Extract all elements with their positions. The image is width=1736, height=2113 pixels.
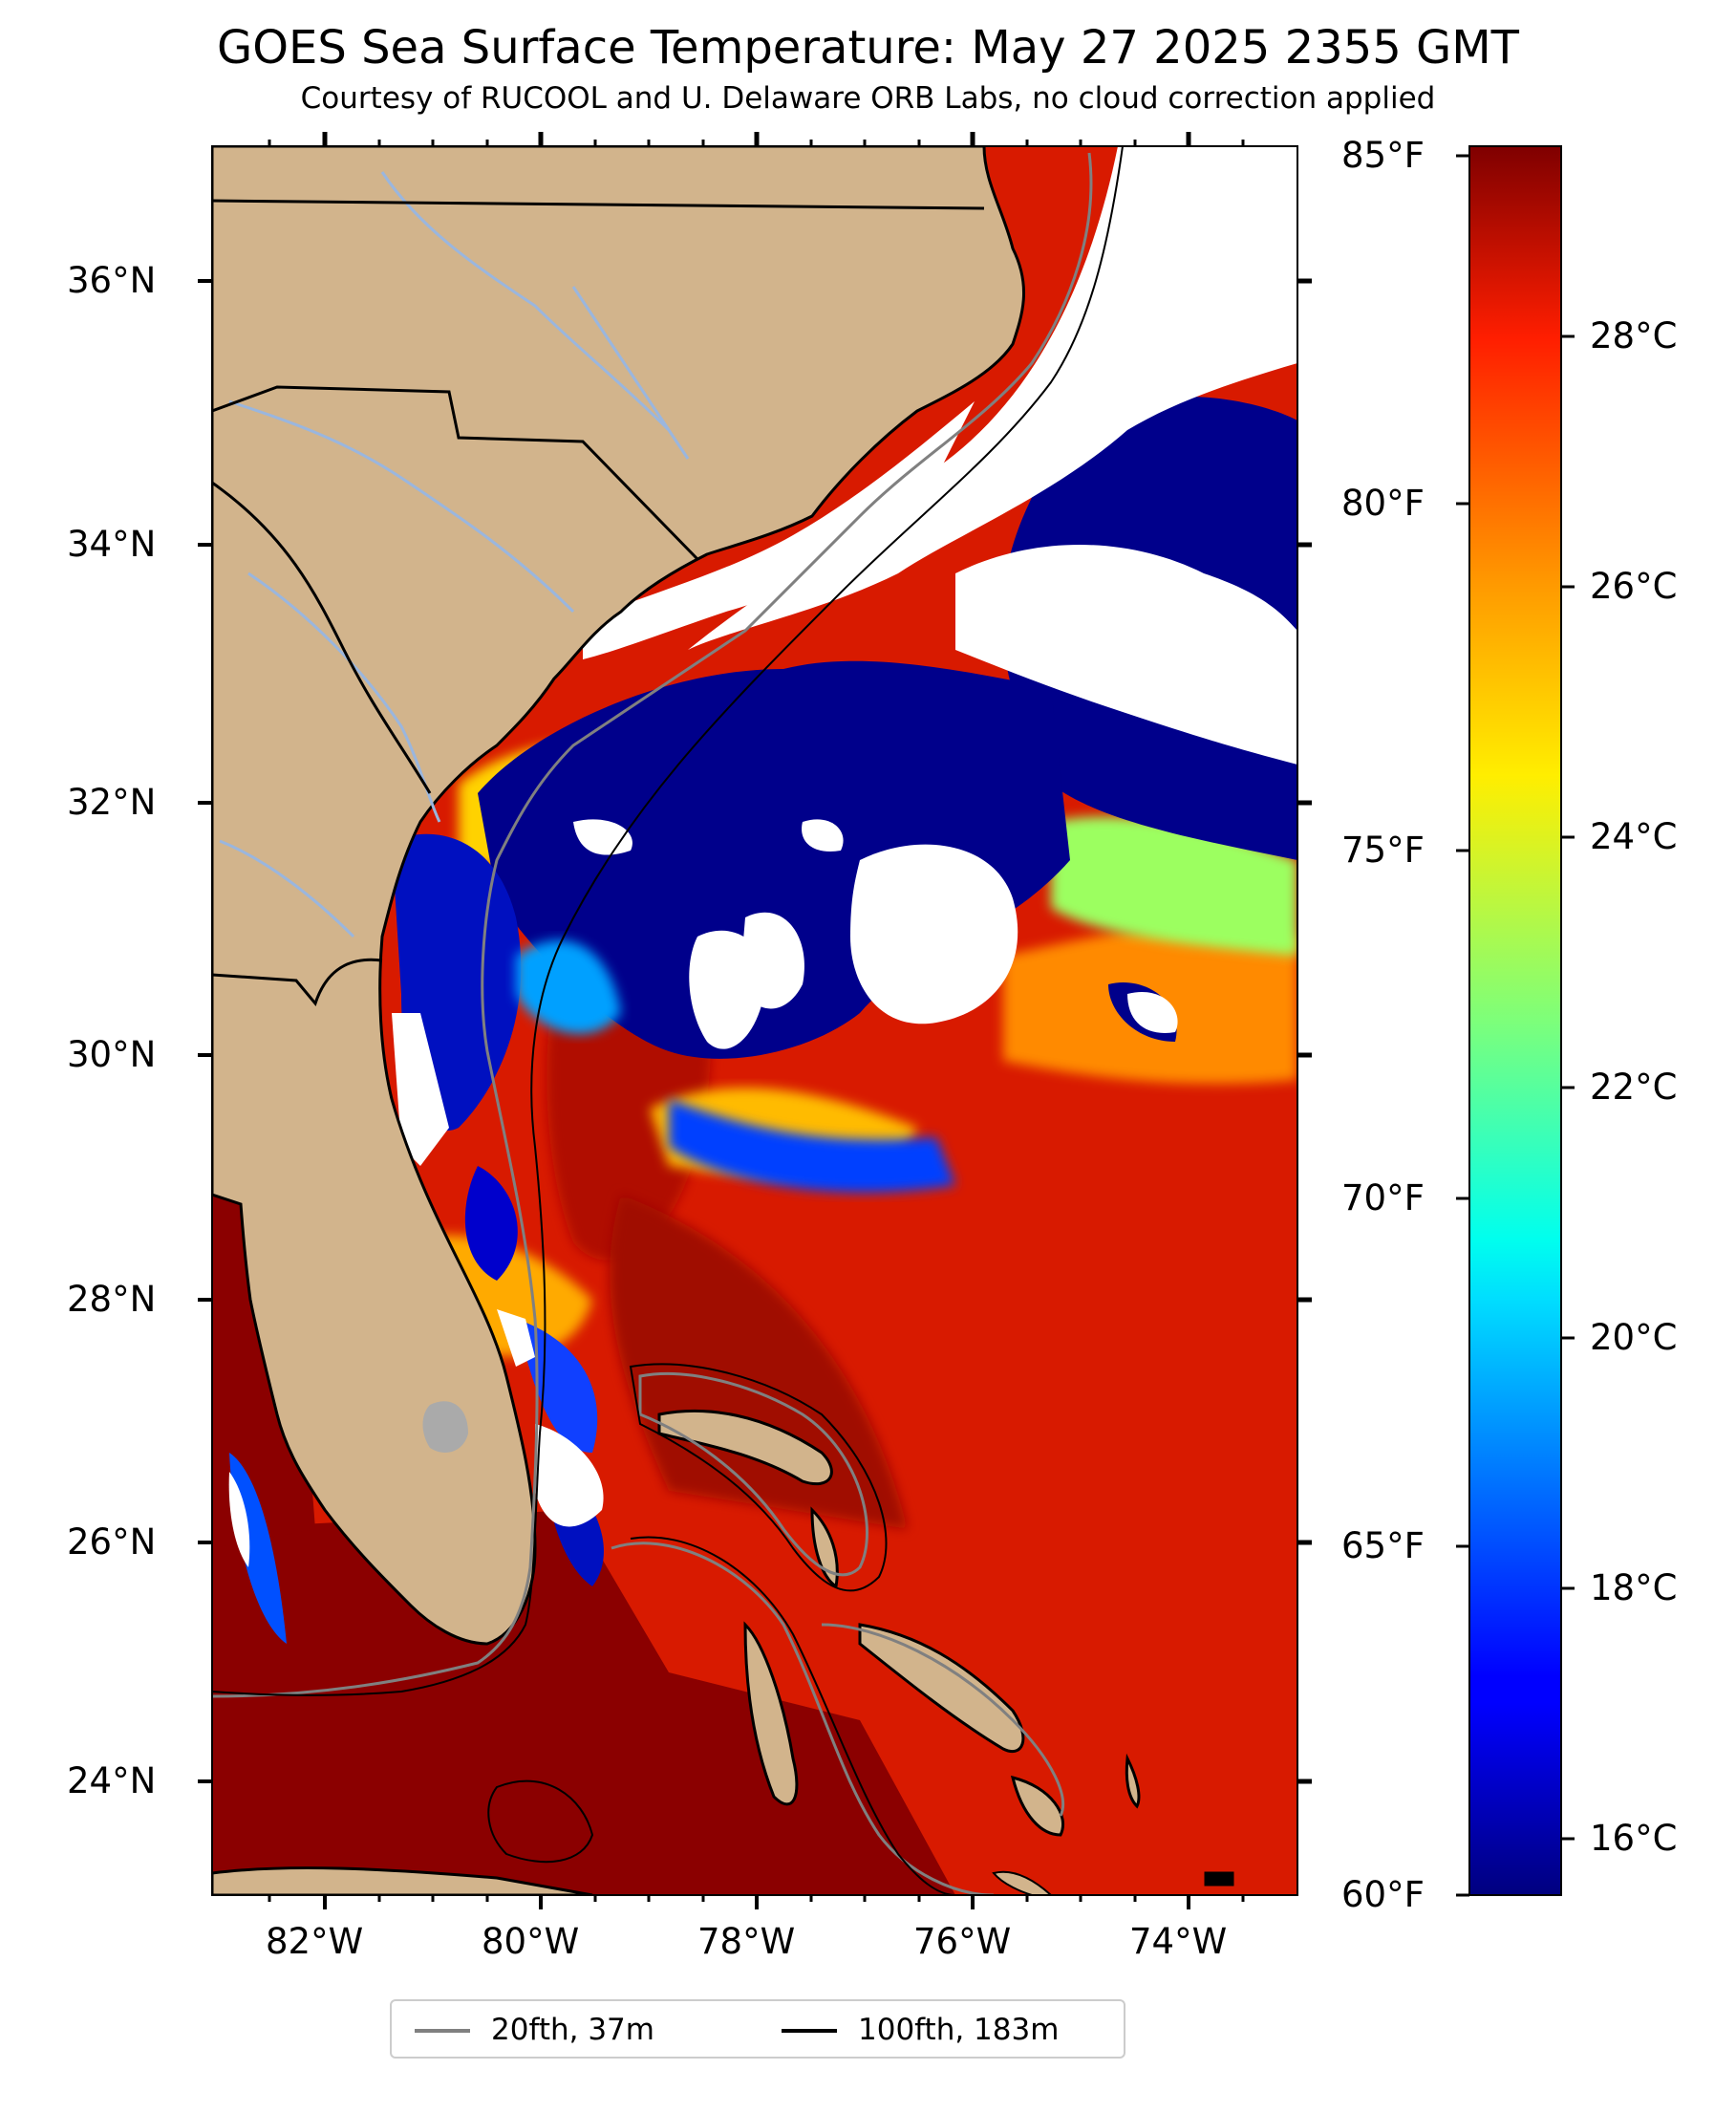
lat-label-26: 26°N xyxy=(67,1521,157,1563)
bahamas-islands xyxy=(657,1409,1234,1887)
hot-water-straits xyxy=(212,1510,955,1895)
lon-label-76: 76°W xyxy=(913,1921,1012,1962)
isobath-20fth xyxy=(212,152,1093,1895)
cb-label-22c: 22°C xyxy=(1590,1067,1678,1108)
legend-label-100fth: 100fth, 183m xyxy=(858,2013,1060,2047)
cb-label-28c: 28°C xyxy=(1590,315,1678,356)
lon-label-74: 74°W xyxy=(1129,1921,1228,1962)
cb-label-65f: 65°F xyxy=(1341,1525,1425,1566)
legend-label-20fth: 20fth, 37m xyxy=(491,2013,654,2047)
cb-label-16c: 16°C xyxy=(1590,1818,1678,1859)
cb-label-60f: 60°F xyxy=(1341,1874,1425,1915)
isobath-legend: 20fth, 37m 100fth, 183m xyxy=(390,1999,1125,2059)
cloud-hole-2 xyxy=(850,844,1018,1024)
lon-label-78: 78°W xyxy=(697,1921,796,1962)
map-area xyxy=(212,146,1297,1895)
land-southeast-us xyxy=(212,146,1025,1646)
cb-label-70f: 70°F xyxy=(1341,1177,1425,1218)
lat-label-32: 32°N xyxy=(67,782,157,823)
cb-label-18c: 18°C xyxy=(1590,1567,1678,1608)
lake-okeechobee xyxy=(422,1401,468,1453)
lat-label-36: 36°N xyxy=(67,260,157,301)
legend-swatch-gray-line xyxy=(415,2029,470,2033)
isobath-100fth xyxy=(212,146,1124,1895)
cb-label-26c: 26°C xyxy=(1590,566,1678,607)
colorbar xyxy=(1468,145,1562,1896)
lat-label-28: 28°N xyxy=(67,1279,157,1320)
cb-label-20c: 20°C xyxy=(1590,1317,1678,1358)
lat-label-34: 34°N xyxy=(67,524,157,565)
legend-swatch-black-line xyxy=(782,2029,837,2033)
cb-label-80f: 80°F xyxy=(1341,483,1425,524)
cb-label-75f: 75°F xyxy=(1341,830,1425,871)
map-subtitle: Courtesy of RUCOOL and U. Delaware ORB L… xyxy=(300,81,1436,116)
axis-ticks xyxy=(198,132,1312,1909)
lon-label-80: 80°W xyxy=(482,1921,580,1962)
cloud-near-palm-beach xyxy=(535,1424,604,1527)
lat-label-24: 24°N xyxy=(67,1760,157,1801)
cb-label-85f: 85°F xyxy=(1341,135,1425,176)
lat-label-30: 30°N xyxy=(67,1034,157,1075)
state-borders xyxy=(212,199,985,1007)
cb-label-24c: 24°C xyxy=(1590,816,1678,857)
lon-label-82: 82°W xyxy=(266,1921,364,1962)
map-title: GOES Sea Surface Temperature: May 27 202… xyxy=(217,21,1519,75)
colorbar-ticks xyxy=(1456,154,1575,1897)
cloud-offshore-north xyxy=(688,146,1297,650)
